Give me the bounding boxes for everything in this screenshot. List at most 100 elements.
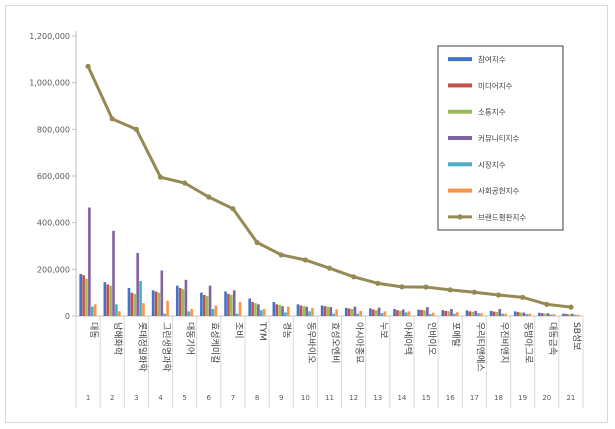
brand-index-point bbox=[520, 294, 526, 300]
bar-6 bbox=[383, 311, 387, 316]
bar-2 bbox=[154, 291, 158, 316]
category-label: 대동기어 bbox=[185, 322, 196, 355]
brand-index-point bbox=[230, 206, 236, 212]
category-label: 인바이오 bbox=[426, 322, 437, 355]
bar-6 bbox=[262, 309, 266, 316]
bar-2 bbox=[565, 313, 568, 316]
category-label: 우진비앤지 bbox=[499, 322, 510, 363]
brand-index-point bbox=[568, 304, 574, 310]
bar-6 bbox=[311, 307, 314, 316]
bar-6 bbox=[504, 313, 507, 316]
bar-3 bbox=[326, 306, 330, 316]
rank-label: 20 bbox=[542, 394, 551, 402]
category-label: 조비 bbox=[233, 322, 244, 339]
bar-5 bbox=[284, 312, 287, 316]
legend-swatch bbox=[448, 57, 472, 62]
bar-5 bbox=[428, 314, 432, 316]
bar-5 bbox=[211, 309, 215, 316]
bar-1 bbox=[369, 308, 372, 316]
bar-6 bbox=[93, 304, 97, 316]
bar-3 bbox=[278, 304, 281, 316]
bar-3 bbox=[254, 303, 257, 316]
bar-4 bbox=[329, 307, 333, 316]
legend-label: 시장지수 bbox=[478, 159, 506, 169]
rank-label: 3 bbox=[134, 394, 138, 402]
bar-1 bbox=[248, 298, 251, 316]
bar-6 bbox=[359, 310, 363, 316]
bar-4 bbox=[570, 313, 574, 316]
brand-index-point bbox=[375, 280, 381, 286]
category-label: 동방아그로 bbox=[523, 322, 534, 363]
bar-6 bbox=[238, 302, 242, 316]
bar-4 bbox=[522, 312, 526, 316]
category-label: 동우바이오 bbox=[305, 322, 316, 363]
y-tick-label: 1,200,000 bbox=[29, 32, 70, 41]
category-label: 남해화학 bbox=[112, 322, 123, 355]
bar-4 bbox=[232, 290, 236, 316]
bar-2 bbox=[251, 302, 254, 316]
brand-index-point bbox=[544, 301, 550, 307]
bar-1 bbox=[200, 292, 203, 316]
brand-index-point bbox=[182, 180, 188, 186]
bar-1 bbox=[489, 310, 493, 316]
category-label: SB성보 bbox=[571, 322, 582, 350]
bar-5 bbox=[235, 313, 239, 316]
bar-5 bbox=[187, 311, 191, 316]
bar-5 bbox=[163, 313, 166, 316]
bar-6 bbox=[407, 311, 411, 316]
legend-label: 커뮤니티지수 bbox=[478, 134, 519, 143]
bar-4 bbox=[498, 309, 502, 316]
rank-label: 15 bbox=[422, 394, 431, 402]
bar-2 bbox=[106, 284, 110, 316]
brand-index-point bbox=[326, 265, 333, 271]
y-tick-label: 0 bbox=[65, 312, 70, 321]
rank-label: 17 bbox=[470, 394, 479, 402]
category-label: 효성케미칼 bbox=[209, 322, 220, 363]
bar-1 bbox=[538, 312, 541, 316]
bar-1 bbox=[224, 291, 227, 316]
rank-label: 21 bbox=[566, 394, 575, 402]
bar-2 bbox=[227, 293, 230, 316]
bar-6 bbox=[190, 309, 194, 316]
bar-2 bbox=[420, 309, 423, 316]
legend-swatch-point bbox=[457, 214, 463, 220]
rank-label: 18 bbox=[494, 394, 503, 402]
rank-label: 8 bbox=[255, 394, 259, 402]
rank-label: 5 bbox=[182, 394, 186, 402]
y-tick-label: 800,000 bbox=[37, 125, 70, 134]
bar-1 bbox=[151, 290, 155, 316]
bar-5 bbox=[525, 314, 529, 316]
bar-2 bbox=[323, 306, 327, 316]
bar-3 bbox=[109, 285, 112, 316]
rank-label: 10 bbox=[301, 394, 310, 402]
bar-1 bbox=[79, 274, 82, 316]
category-label: 우리티앤에스 bbox=[474, 322, 485, 372]
legend-label: 사회공헌지수 bbox=[478, 187, 519, 196]
bar-3 bbox=[519, 312, 523, 316]
bar-3 bbox=[181, 289, 185, 316]
legend-swatch bbox=[448, 109, 472, 114]
bar-4 bbox=[208, 285, 212, 316]
bar-1 bbox=[513, 311, 517, 316]
chart-frame: 0 200,000 400,000 600,000 800,000 1,000,000 1,… bbox=[5, 5, 608, 423]
category-label: 누보 bbox=[378, 322, 389, 339]
legend-swatch bbox=[448, 188, 472, 193]
y-tick-label: 200,000 bbox=[37, 265, 70, 274]
bar-1 bbox=[127, 288, 131, 316]
bar-5 bbox=[380, 313, 384, 316]
bar-6 bbox=[118, 311, 121, 316]
bar-4 bbox=[112, 230, 115, 316]
bar-5 bbox=[139, 281, 142, 316]
bar-5 bbox=[501, 313, 504, 316]
bar-6 bbox=[214, 305, 218, 316]
bar-1 bbox=[175, 285, 179, 316]
bar-2 bbox=[130, 292, 134, 316]
bar-4 bbox=[305, 306, 308, 316]
brand-index-point bbox=[157, 174, 164, 180]
bar-5 bbox=[453, 313, 456, 316]
legend-swatch bbox=[448, 162, 472, 167]
category-label: 경농 bbox=[281, 322, 293, 339]
bar-3 bbox=[423, 310, 426, 316]
brand-index-point bbox=[206, 194, 212, 200]
bar-4 bbox=[160, 270, 164, 316]
